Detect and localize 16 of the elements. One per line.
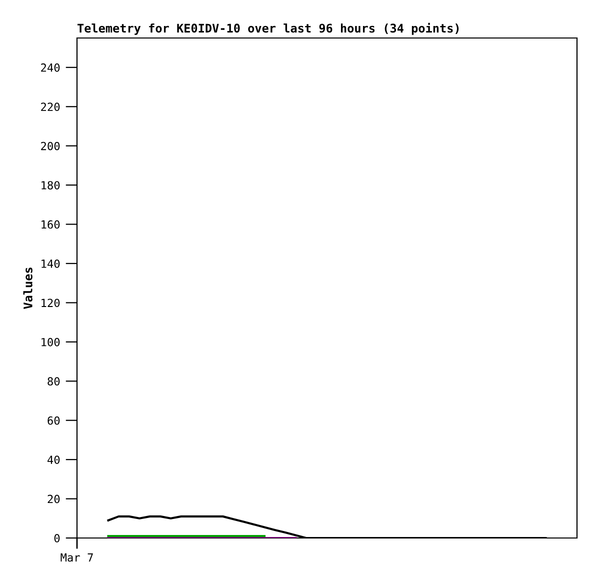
y-tick-label: 100 [42, 338, 60, 346]
y-tick-label: 220 [41, 102, 60, 112]
y-tick-label: 20 [48, 494, 60, 504]
y-tick-label: 240 [41, 63, 60, 72]
y-tick-label: 200 [41, 142, 60, 150]
y-tick-label: 40 [48, 456, 60, 464]
y-axis-title: Values [23, 268, 32, 309]
y-tick-label: 160 [42, 220, 60, 229]
y-tick-label: 60 [48, 416, 60, 425]
y-tick-label: 0 [54, 534, 60, 542]
y-tick-label: 140 [42, 259, 60, 268]
text: Mar 7 [60, 553, 93, 562]
chart-title: Telemetry for KE0IDV-10 over last 96 hours (34 points) [78, 22, 459, 35]
y-tick-label: 180 [42, 181, 60, 190]
y-tick-label: 80 [48, 377, 60, 386]
y-tick-label: 120 [42, 298, 60, 308]
